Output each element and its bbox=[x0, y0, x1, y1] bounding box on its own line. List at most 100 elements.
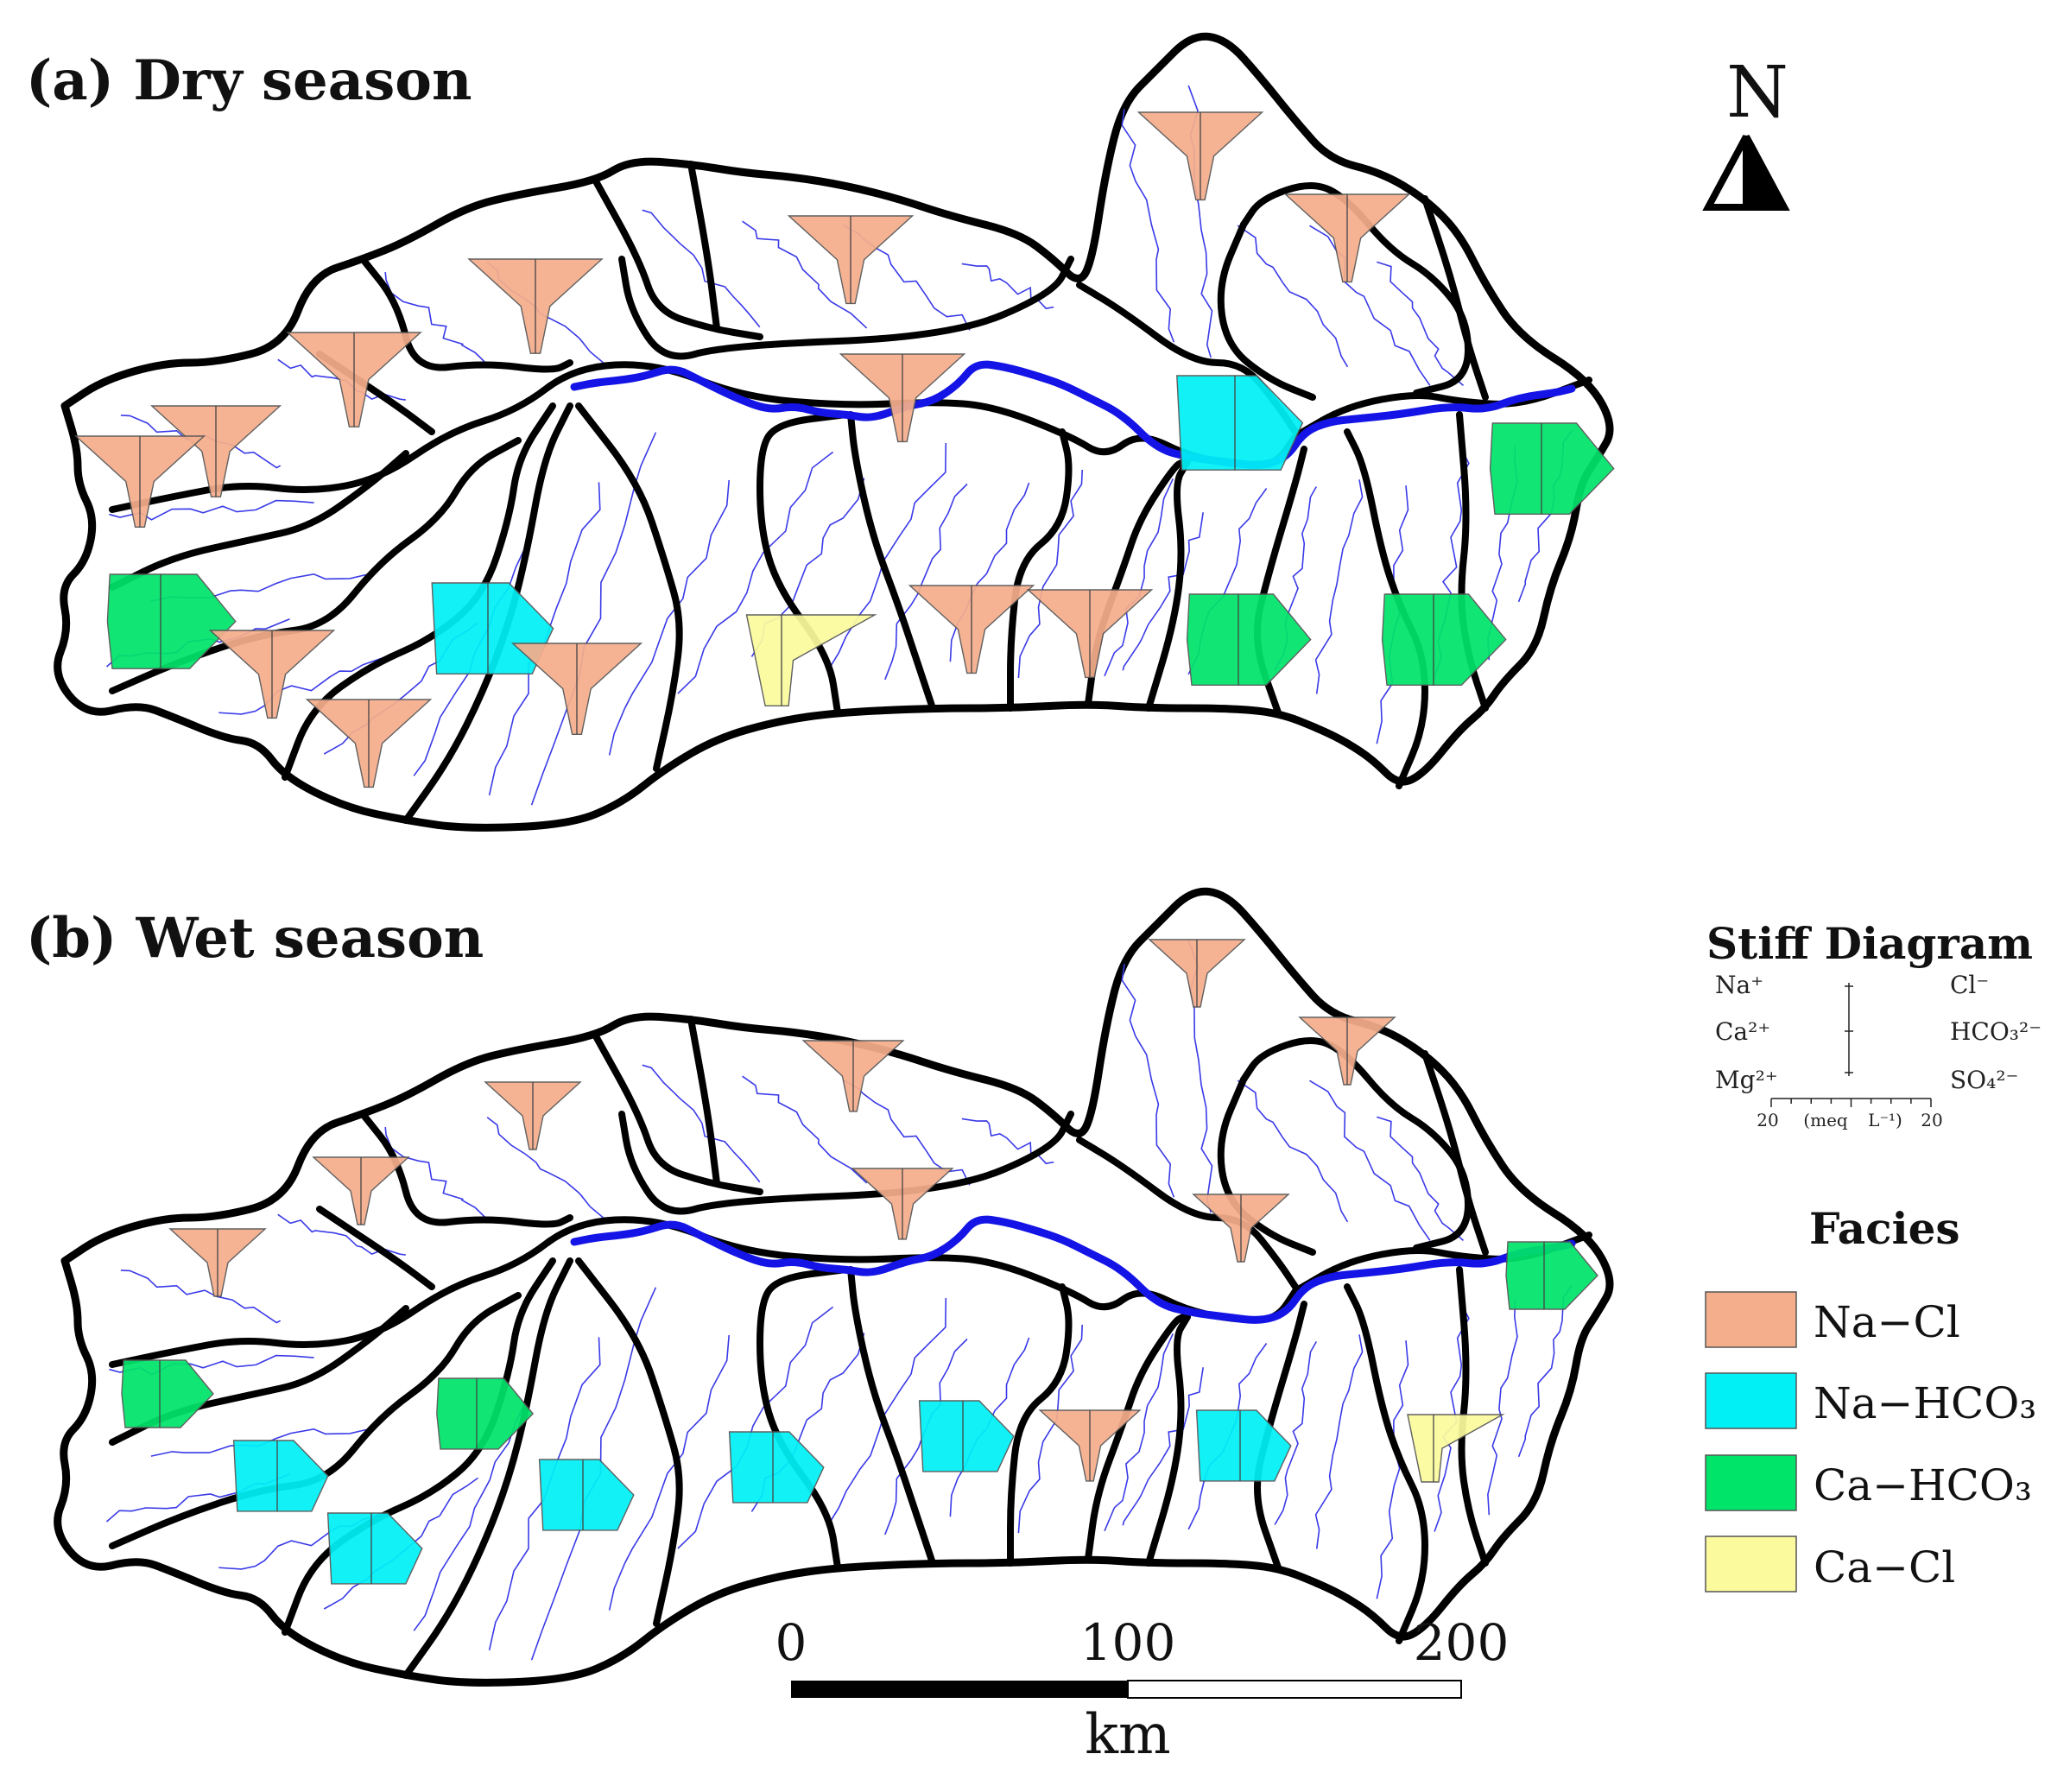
stiff-diagram-ca-hco3 bbox=[1186, 593, 1312, 686]
axis-unit-b: L⁻¹) bbox=[1868, 1110, 1902, 1130]
stiff-diagram-na-hco3 bbox=[728, 1431, 825, 1504]
scale-unit: km bbox=[1085, 1703, 1170, 1767]
scale-tick-0: 0 bbox=[775, 1613, 807, 1672]
ion-na: Na⁺ bbox=[1715, 971, 1763, 999]
panel-a-stiff-diagrams bbox=[73, 111, 1615, 788]
tributary-line bbox=[742, 220, 868, 329]
tributary-line bbox=[1122, 1367, 1204, 1526]
tributary-line bbox=[1237, 1080, 1349, 1223]
tributary-line bbox=[1122, 512, 1204, 671]
tributary-line bbox=[1274, 1341, 1317, 1525]
subbasin-boundary bbox=[756, 411, 850, 716]
tributary-line bbox=[1314, 479, 1364, 694]
facies-swatch-ca-hco3 bbox=[1705, 1454, 1797, 1511]
tributary-line bbox=[1237, 225, 1349, 368]
subbasin-boundary bbox=[109, 1292, 522, 1549]
subbasin-boundary bbox=[1217, 1076, 1316, 1256]
panel-b-basin-map bbox=[54, 887, 1614, 1687]
subbasin-boundary bbox=[1007, 1283, 1073, 1567]
facies-legend: Facies Na−Cl Na−HCO₃ Ca−HCO₃ Ca−Cl bbox=[1705, 1203, 2036, 1593]
stiff-diagram-ca-cl bbox=[1407, 1414, 1505, 1483]
facies-legend-title: Facies bbox=[1809, 1203, 1960, 1254]
subbasin-boundary bbox=[1456, 1266, 1489, 1567]
facies-label-na-cl: Na−Cl bbox=[1814, 1297, 1960, 1347]
tributary-line bbox=[608, 479, 730, 756]
tributary-line bbox=[642, 1064, 761, 1183]
tributary-line bbox=[677, 1306, 834, 1549]
facies-swatch-na-hco3 bbox=[1705, 1372, 1797, 1429]
axis-unit-a: (meq bbox=[1803, 1110, 1848, 1130]
ion-so4: SO₄²⁻ bbox=[1950, 1066, 2018, 1094]
tributary-line bbox=[1376, 1340, 1409, 1599]
axis-right-value: 20 bbox=[1921, 1110, 1942, 1130]
ion-ca: Ca²⁺ bbox=[1715, 1017, 1770, 1046]
tributary-line bbox=[218, 651, 402, 715]
stiff-legend-axis bbox=[1770, 983, 1932, 1107]
tributary-line bbox=[742, 1075, 868, 1184]
north-arrow-left-half bbox=[1702, 135, 1750, 211]
tributary-line bbox=[1377, 1116, 1465, 1242]
facies-item-ca-hco3: Ca−HCO₃ bbox=[1705, 1454, 2032, 1511]
tributary-line bbox=[1121, 963, 1175, 1198]
subbasin-boundary bbox=[402, 1257, 573, 1679]
subbasin-boundary bbox=[1145, 459, 1191, 712]
subbasin-boundary bbox=[687, 1016, 720, 1187]
facies-swatch-na-cl bbox=[1705, 1291, 1797, 1348]
subbasin-boundary bbox=[359, 256, 573, 373]
tributary-line bbox=[608, 1334, 730, 1611]
subbasin-boundary bbox=[687, 161, 720, 332]
stiff-diagram-ca-cl bbox=[745, 614, 877, 706]
panel-a-basin-map bbox=[54, 32, 1614, 832]
tributary-line bbox=[677, 451, 834, 694]
tributary-line bbox=[1377, 261, 1465, 387]
tributary-line bbox=[1121, 108, 1175, 343]
tributary-line bbox=[120, 1270, 282, 1324]
stiff-legend-title: Stiff Diagram bbox=[1706, 918, 2033, 969]
scale-bar-black-segment bbox=[791, 1681, 1128, 1698]
facies-item-ca-cl: Ca−Cl bbox=[1705, 1536, 1955, 1593]
stiff-diagram-na-hco3 bbox=[1176, 375, 1304, 471]
subbasin-boundary bbox=[592, 178, 763, 340]
subbasin-boundary bbox=[1421, 1050, 1489, 1256]
facies-label-na-hco3: Na−HCO₃ bbox=[1814, 1378, 2036, 1428]
subbasin-boundary bbox=[1145, 1314, 1191, 1567]
panel-dry-season: (a) Dry season bbox=[26, 32, 1615, 832]
stiff-diagram-ca-hco3 bbox=[106, 573, 237, 669]
tributary-line bbox=[1104, 478, 1174, 677]
facies-label-ca-hco3: Ca−HCO₃ bbox=[1814, 1460, 2032, 1510]
stiff-diagram-na-hco3 bbox=[232, 1440, 329, 1512]
tributary-line bbox=[642, 209, 761, 328]
ion-cl: Cl⁻ bbox=[1950, 971, 1989, 999]
tributary-line bbox=[1104, 1333, 1174, 1532]
stiff-diagram-na-hco3 bbox=[538, 1459, 635, 1531]
facies-label-ca-cl: Ca−Cl bbox=[1814, 1542, 1955, 1593]
facies-swatch-ca-cl bbox=[1705, 1536, 1797, 1593]
north-arrow-right-half bbox=[1743, 135, 1790, 211]
main-river bbox=[570, 360, 1576, 469]
subbasin-boundary bbox=[109, 450, 409, 591]
tributary-line bbox=[1314, 1334, 1364, 1549]
tributary-line bbox=[486, 1117, 607, 1221]
facies-item-na-hco3: Na−HCO₃ bbox=[1705, 1372, 2036, 1429]
subbasin-boundary bbox=[1007, 428, 1073, 712]
subbasin-boundary bbox=[1217, 221, 1316, 401]
panel-a-title: (a) Dry season bbox=[26, 48, 472, 113]
ion-hco3: HCO₃²⁻ bbox=[1950, 1017, 2042, 1046]
stiff-diagram-ca-hco3 bbox=[121, 1359, 214, 1428]
subbasin-boundary bbox=[847, 411, 936, 712]
subbasin-boundary bbox=[756, 1266, 850, 1571]
subbasin-boundary bbox=[575, 402, 683, 772]
tributary-line bbox=[1517, 1285, 1573, 1458]
tributary-line bbox=[1487, 1300, 1518, 1516]
subbasin-boundary bbox=[575, 1257, 683, 1627]
stiff-diagram-na-hco3 bbox=[918, 1400, 1015, 1472]
subbasin-boundary bbox=[282, 1257, 556, 1636]
scale-bar-white-segment bbox=[1127, 1680, 1462, 1699]
scale-bar: 0 100 200 km bbox=[775, 1613, 1510, 1767]
north-arrow: N bbox=[1702, 52, 1790, 211]
tributary-line bbox=[1309, 1080, 1431, 1241]
stiff-diagram-na-hco3 bbox=[1195, 1409, 1292, 1482]
stiff-diagram-ca-hco3 bbox=[1505, 1241, 1598, 1310]
scale-tick-100: 100 bbox=[1080, 1613, 1176, 1672]
